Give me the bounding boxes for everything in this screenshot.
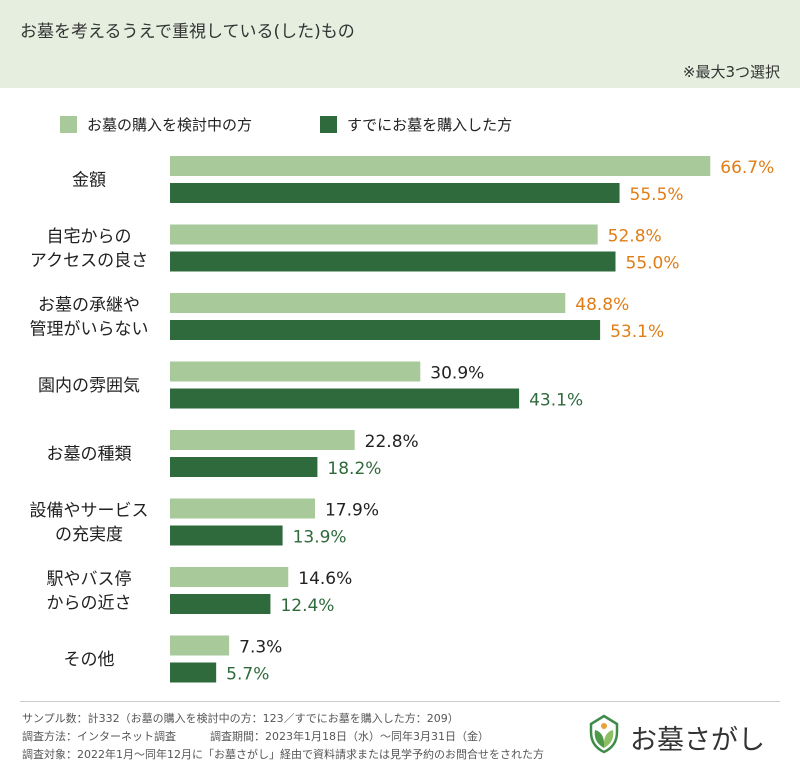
legend-item-purchased-label: すでにお墓を購入した方 [347,116,512,134]
footer-divider [20,701,780,702]
category-label-2-line2: 管理がいらない [30,320,149,340]
category-label-5-line2: の充実度 [55,525,123,545]
category-label-4: お墓の種類 [47,445,132,465]
footer-period: 調査期間：2023年1月18日（水）〜同年3月31日（金） [210,730,489,743]
category-label-3: 園内の雰囲気 [38,376,140,396]
selection-note: ※最大3つ選択 [682,63,780,81]
value-label-considering-7: 7.3% [239,638,282,658]
category-label-0: 金額 [72,171,106,191]
bar-considering-2 [170,293,566,313]
value-label-purchased-4: 18.2% [327,459,381,479]
bar-considering-4 [170,430,355,450]
value-label-considering-0: 66.7% [720,158,774,178]
value-label-purchased-6: 12.4% [280,596,334,616]
legend-item-considering-swatch [60,116,77,133]
value-label-considering-2: 48.8% [575,295,629,315]
footer-method: 調査方法：インターネット調査 [22,730,176,743]
bar-considering-3 [170,361,421,382]
bar-purchased-4 [170,457,318,477]
value-label-purchased-1: 55.0% [626,254,680,274]
value-label-considering-6: 14.6% [298,569,352,589]
value-label-considering-4: 22.8% [365,432,419,452]
bar-purchased-3 [170,388,520,409]
legend-item-considering-label: お墓の購入を検討中の方 [87,116,252,134]
leaf-house-icon [589,714,619,754]
bar-considering-1 [170,224,598,245]
footer-sample-size: サンプル数：計332（お墓の購入を検討中の方：123／すでにお墓を購入した方：2… [22,712,459,725]
category-label-1-line2: アクセスの良さ [30,251,148,271]
brand-logo: お墓さがし [584,712,784,762]
header-band: お墓を考えるうえで重視している(した)もの ※最大3つ選択 [0,0,800,88]
bar-purchased-5 [170,525,283,546]
footer-target: 調査対象：2022年1月〜同年12月に「お墓さがし」経由で資料請求または見学予約… [22,748,544,761]
value-label-purchased-3: 43.1% [529,391,583,411]
value-label-considering-3: 30.9% [430,364,484,384]
bar-purchased-0 [170,183,620,203]
category-label-6-line2: からの近さ [47,594,132,614]
chart-title: お墓を考えるうえで重視している(した)もの [20,22,355,42]
category-label-5-line1: 設備やサービス [30,501,149,521]
value-label-considering-5: 17.9% [325,501,379,521]
bar-purchased-1 [170,251,616,272]
category-label-1-line1: 自宅からの [47,227,132,247]
bar-considering-7 [170,635,230,656]
legend-item-purchased-swatch [320,116,337,133]
category-label-7: その他 [64,650,115,670]
bar-purchased-6 [170,594,271,614]
brand-name: お墓さがし [630,725,765,756]
value-label-purchased-2: 53.1% [610,322,664,342]
category-label-6-line1: 駅やバス停 [47,570,132,590]
value-label-purchased-7: 5.7% [226,665,269,685]
value-label-purchased-5: 13.9% [293,528,347,548]
bar-purchased-2 [170,320,601,340]
bar-considering-6 [170,567,289,587]
value-label-considering-1: 52.8% [608,227,662,247]
bar-considering-5 [170,498,315,519]
category-label-2-line1: お墓の承継や [38,296,140,316]
bar-purchased-7 [170,662,217,683]
bar-considering-0 [170,156,711,176]
value-label-purchased-0: 55.5% [630,185,684,205]
